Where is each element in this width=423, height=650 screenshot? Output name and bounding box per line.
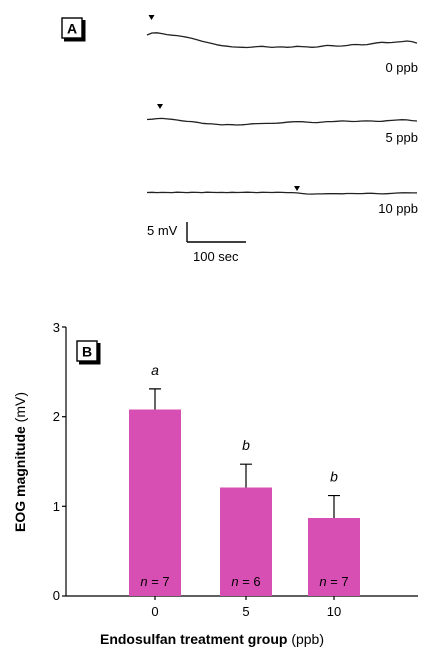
y-axis-title-unit: (mV) [12, 392, 28, 426]
x-axis-title-unit: (ppb) [287, 631, 324, 647]
x-tick-label-5ppb: 5 [242, 604, 249, 619]
scale-bar-time-label: 100 sec [193, 249, 239, 264]
y-tick-label-3: 3 [53, 320, 60, 335]
panel-b: B 0 1 2 3 EOG magnitude (mV) a b b n = 7… [12, 320, 418, 647]
y-axis-title-main: EOG magnitude [12, 426, 28, 532]
stimulus-marker-5ppb [157, 104, 163, 109]
eog-trace-0ppb [146, 32, 418, 49]
sample-size-10ppb-value: = 7 [327, 574, 349, 589]
sample-size-0ppb-n: n [140, 574, 147, 589]
x-axis-title: Endosulfan treatment group (ppb) [100, 631, 324, 647]
eog-trace-10ppb [146, 191, 417, 195]
x-axis-title-main: Endosulfan treatment group [100, 631, 287, 647]
y-tick-label-2: 2 [53, 409, 60, 424]
panel-a-label: A [67, 21, 77, 37]
bar-5ppb [220, 487, 272, 596]
panel-b-label: B [82, 344, 92, 360]
y-tick-label-0: 0 [53, 588, 60, 603]
sample-size-10ppb-n: n [319, 574, 326, 589]
x-tick-label-0ppb: 0 [151, 604, 158, 619]
y-tick-label-1: 1 [53, 499, 60, 514]
panel-b-label-box [76, 340, 98, 362]
sample-size-10ppb: n = 7 [319, 574, 348, 589]
sample-size-5ppb: n = 6 [231, 574, 260, 589]
significance-letter-10ppb: b [330, 469, 338, 485]
sample-size-0ppb-value: = 7 [148, 574, 170, 589]
bar-10ppb [308, 517, 360, 596]
trace-label-5ppb: 5 ppb [385, 130, 418, 145]
sample-size-0ppb: n = 7 [140, 574, 169, 589]
trace-label-0ppb: 0 ppb [385, 60, 418, 75]
eog-trace-5ppb [146, 117, 418, 126]
y-axis-title: EOG magnitude (mV) [12, 392, 28, 532]
stimulus-marker-0ppb [148, 15, 155, 20]
error-bar-10ppb [328, 494, 340, 518]
significance-letter-0ppb: a [151, 362, 159, 378]
scale-bar-voltage-label: 5 mV [147, 223, 178, 238]
x-tick-label-10ppb: 10 [327, 604, 341, 619]
trace-label-10ppb: 10 ppb [378, 201, 418, 216]
panel-a: A 0 ppb 5 ppb 10 ppb 5 mV 100 sec [61, 15, 418, 264]
sample-size-5ppb-value: = 6 [239, 574, 261, 589]
bar-0ppb [129, 409, 181, 596]
sample-size-5ppb-n: n [231, 574, 238, 589]
significance-letter-5ppb: b [242, 437, 250, 453]
error-bar-5ppb [240, 463, 252, 488]
panel-a-label-box [61, 17, 83, 39]
stimulus-marker-10ppb [294, 186, 300, 191]
error-bar-0ppb [149, 388, 161, 410]
